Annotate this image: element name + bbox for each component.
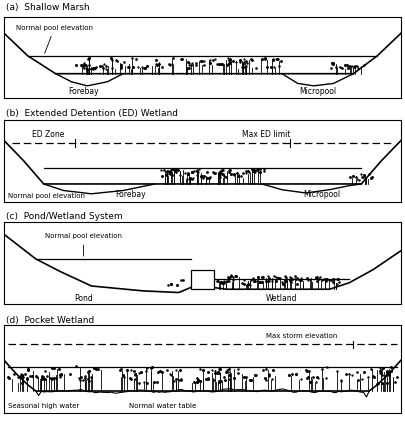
Text: Normal pool elevation: Normal pool elevation	[8, 193, 85, 199]
Text: Forebay: Forebay	[115, 190, 146, 199]
Text: Micropool: Micropool	[299, 87, 336, 96]
Text: Normal water table: Normal water table	[129, 403, 196, 409]
Text: (b)  Extended Detention (ED) Wetland: (b) Extended Detention (ED) Wetland	[6, 109, 178, 118]
Text: Normal pool elevation: Normal pool elevation	[16, 25, 93, 53]
Text: (a)  Shallow Marsh: (a) Shallow Marsh	[6, 3, 90, 12]
Text: Pond: Pond	[74, 294, 93, 303]
Text: ED Zone: ED Zone	[32, 130, 64, 139]
Text: Max ED limit: Max ED limit	[242, 130, 291, 139]
Bar	[191, 269, 214, 289]
Text: Normal pool elevation: Normal pool elevation	[45, 233, 122, 256]
Text: Seasonal high water: Seasonal high water	[8, 403, 79, 409]
Text: Forebay: Forebay	[68, 87, 99, 96]
Text: Micropool: Micropool	[303, 190, 340, 199]
Text: Wetland: Wetland	[266, 294, 298, 303]
Text: Max storm elevation: Max storm elevation	[266, 332, 337, 339]
Text: (d)  Pocket Wetland: (d) Pocket Wetland	[6, 316, 94, 325]
Text: (c)  Pond/Wetland System: (c) Pond/Wetland System	[6, 212, 123, 221]
